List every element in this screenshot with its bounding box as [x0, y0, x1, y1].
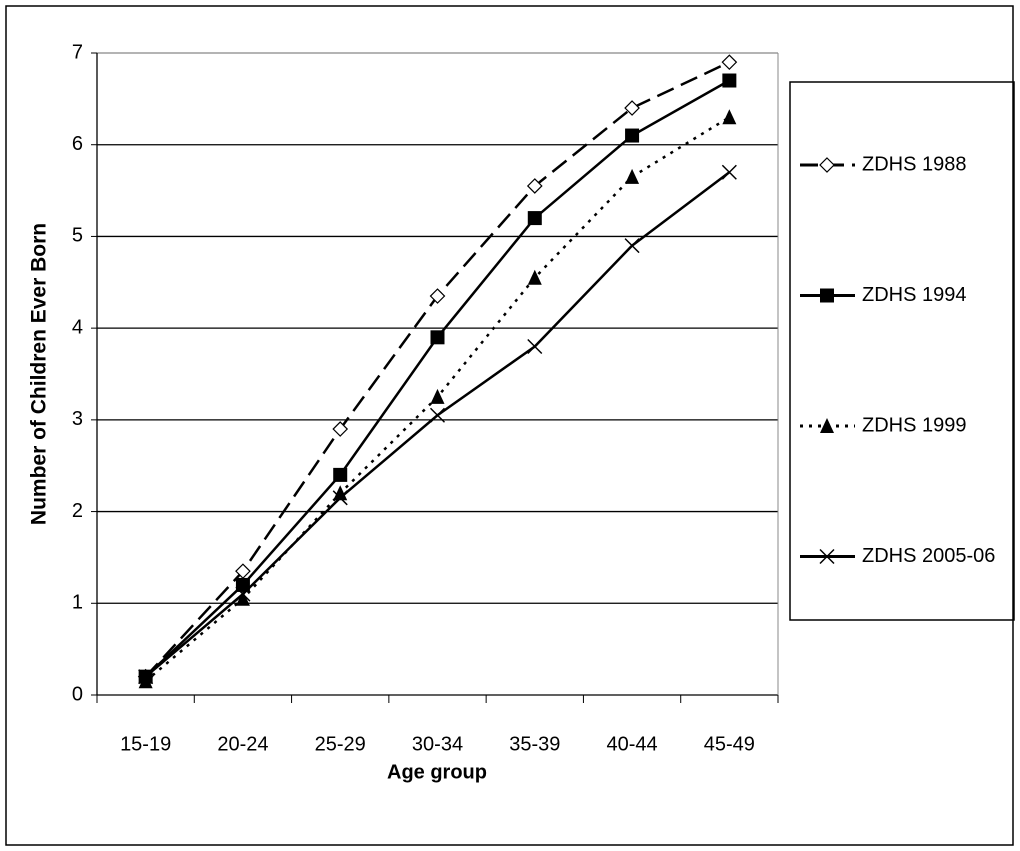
x-tick-label: 20-24	[217, 733, 268, 755]
legend-label: ZDHS 1999	[862, 414, 967, 436]
series-line	[144, 61, 730, 678]
data-point	[527, 338, 543, 355]
y-tick-label: 3	[72, 408, 83, 430]
data-point	[138, 673, 153, 689]
x-tick-label: 25-29	[315, 733, 366, 755]
data-point	[625, 128, 640, 143]
data-point	[430, 330, 445, 345]
chart-frame	[5, 5, 1014, 846]
data-point	[332, 421, 349, 437]
data-point	[332, 490, 348, 506]
data-point	[235, 586, 251, 602]
x-tick-label: 40-44	[606, 733, 657, 755]
data-point	[138, 669, 154, 685]
data-point	[721, 54, 738, 71]
data-point	[430, 388, 445, 404]
x-tick-label: 15-19	[120, 733, 171, 755]
data-point	[235, 590, 250, 606]
legend-box	[789, 81, 1015, 621]
x-axis-title: Age group	[387, 761, 487, 783]
y-tick-label: 7	[72, 41, 83, 63]
data-point	[625, 168, 640, 184]
data-point	[624, 238, 640, 254]
y-tick-label: 4	[72, 316, 83, 338]
data-point	[527, 211, 542, 226]
legend-marker	[819, 548, 835, 565]
data-point	[429, 407, 446, 423]
y-axis-title: Number of Children Ever Born	[28, 223, 51, 525]
x-tick-label: 30-34	[412, 733, 463, 755]
legend-marker	[820, 288, 834, 303]
legend-marker	[820, 418, 834, 433]
legend-marker	[819, 157, 835, 173]
data-point	[235, 577, 250, 592]
series-line	[144, 171, 731, 678]
y-tick-label: 6	[72, 133, 83, 155]
data-point	[721, 164, 737, 180]
data-point	[722, 73, 737, 88]
y-tick-label: 2	[72, 500, 83, 522]
y-tick-label: 0	[72, 683, 83, 705]
x-tick-label: 35-39	[509, 733, 560, 755]
legend-label: ZDHS 1988	[862, 153, 967, 175]
data-point	[429, 288, 446, 304]
data-point	[333, 467, 348, 482]
data-point	[526, 178, 543, 194]
y-tick-label: 5	[72, 225, 83, 247]
data-point	[722, 109, 737, 125]
y-tick-label: 1	[72, 592, 83, 614]
x-tick-label: 45-49	[704, 733, 755, 755]
data-point	[527, 269, 542, 285]
data-point	[624, 100, 640, 116]
legend-label: ZDHS 1994	[862, 284, 967, 306]
legend-label: ZDHS 2005-06	[862, 545, 995, 567]
